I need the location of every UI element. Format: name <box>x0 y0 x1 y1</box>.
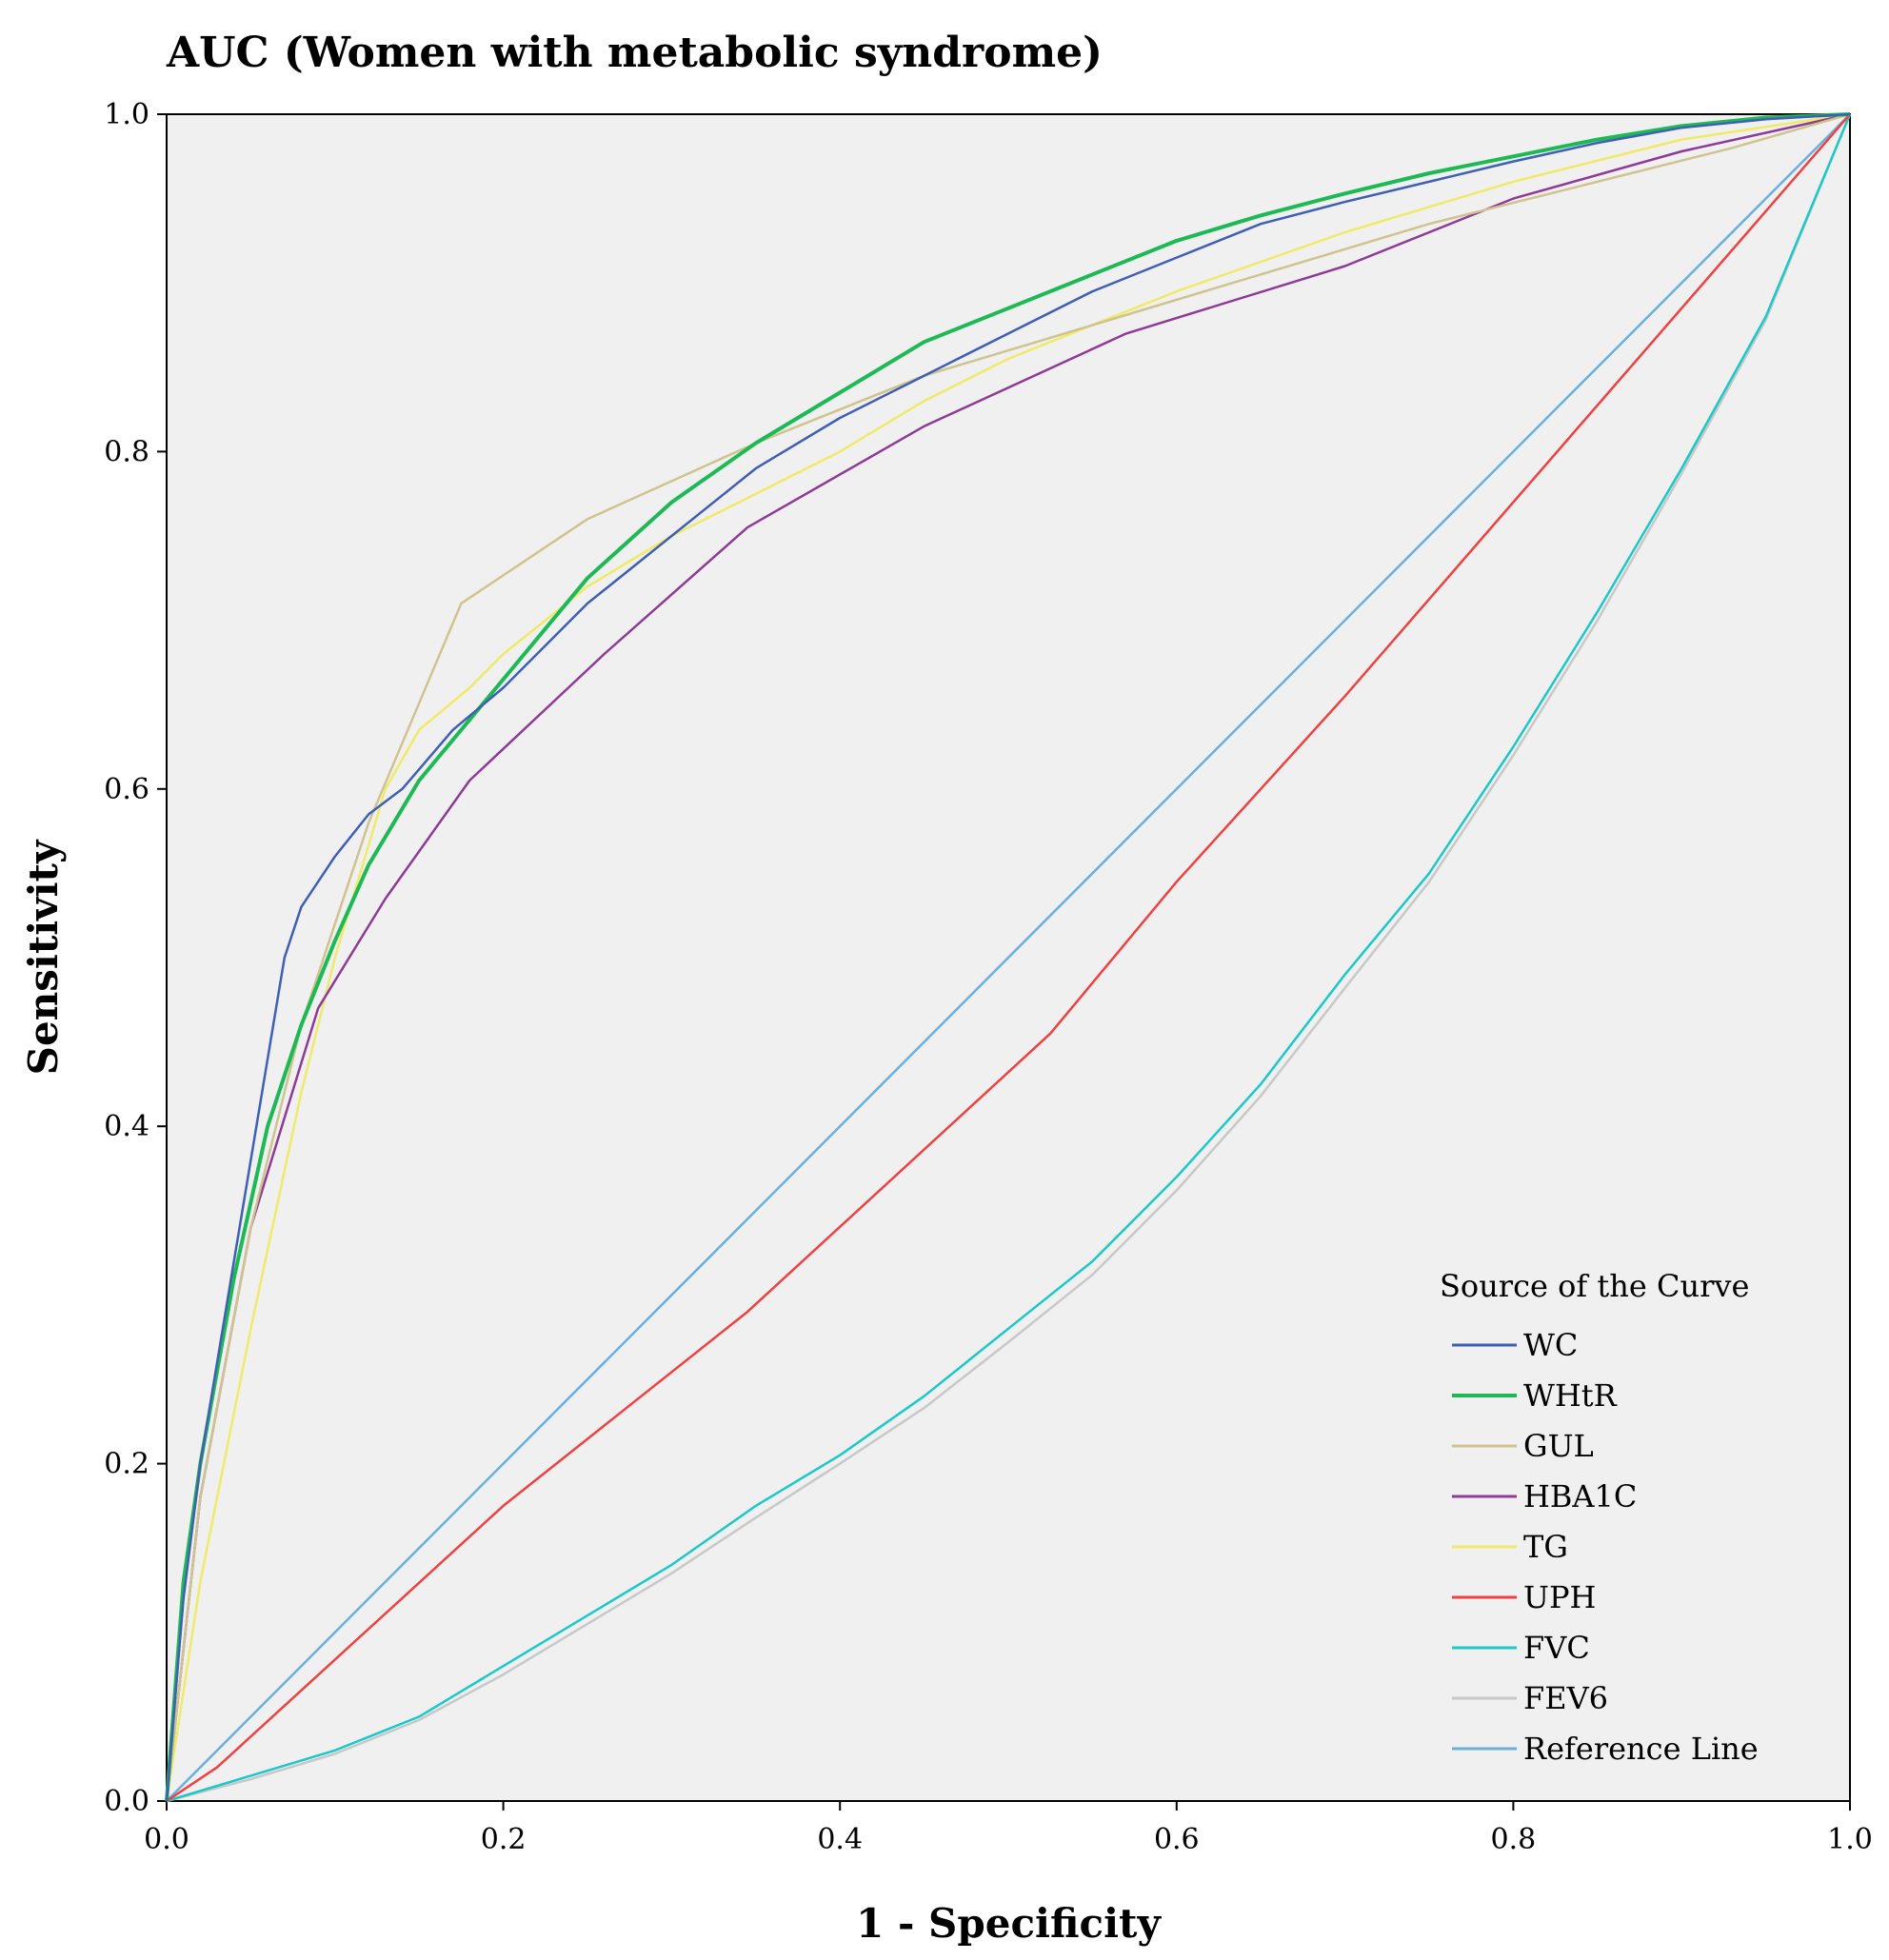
series-line-whtr <box>165 112 1851 1802</box>
x-tick-label: 0.0 <box>144 1823 189 1856</box>
legend-label: Reference Line <box>1523 1731 1759 1767</box>
series-line-wc <box>165 112 1851 1802</box>
y-tick-label: 0.4 <box>104 1110 149 1143</box>
x-tick-label: 0.2 <box>481 1823 527 1856</box>
axis-ticks: 0.0 0.2 0.4 0.6 0.8 1.0 0.0 0.2 0.4 0.6 0.8 1.0 <box>104 98 1873 1856</box>
chart-title: AUC (Women with metabolic syndrome) <box>166 29 1103 77</box>
legend-label: TG <box>1523 1529 1568 1565</box>
x-tick-label: 0.6 <box>1154 1823 1200 1856</box>
y-tick-label: 0.0 <box>104 1785 149 1818</box>
series-line-tg <box>165 112 1851 1802</box>
y-tick-label: 0.8 <box>104 435 149 468</box>
legend-label: WHtR <box>1523 1377 1618 1414</box>
legend-title: Source of the Curve <box>1440 1268 1749 1304</box>
series-line-fev6 <box>166 113 1852 1803</box>
series-layer <box>165 112 1852 1803</box>
legend-label: UPH <box>1523 1579 1596 1615</box>
series-line-uph <box>166 113 1851 1803</box>
x-tick-label: 1.0 <box>1827 1823 1873 1856</box>
y-axis-label: Sensitivity <box>20 839 67 1075</box>
x-tick-label: 0.4 <box>817 1823 863 1856</box>
y-tick-label: 1.0 <box>104 98 149 131</box>
legend: Source of the Curve WC WHtR GUL HBA1C TG UPH F… <box>1440 1268 1759 1767</box>
series-line-fvc <box>166 113 1852 1803</box>
x-tick-label: 0.8 <box>1491 1823 1537 1856</box>
legend-label: WC <box>1523 1327 1578 1363</box>
y-tick-label: 0.6 <box>104 773 149 806</box>
legend-label: HBA1C <box>1523 1478 1637 1515</box>
y-tick-label: 0.2 <box>104 1448 149 1481</box>
x-axis-label: 1 - Specificity <box>856 1900 1162 1947</box>
legend-label: FEV6 <box>1523 1680 1608 1716</box>
legend-label: GUL <box>1523 1428 1594 1464</box>
series-line-reference-line <box>166 113 1851 1802</box>
legend-label: FVC <box>1523 1630 1590 1666</box>
